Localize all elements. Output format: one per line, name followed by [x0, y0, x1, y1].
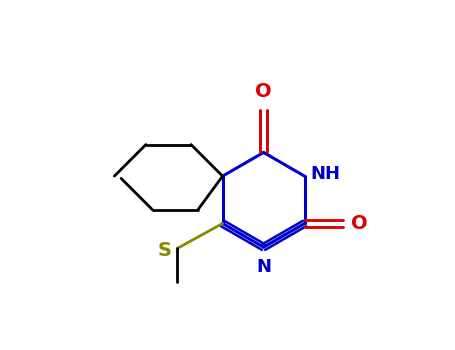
Text: NH: NH: [310, 165, 340, 183]
Text: O: O: [255, 83, 272, 102]
Text: N: N: [256, 258, 271, 276]
Text: S: S: [158, 241, 172, 260]
Text: O: O: [351, 214, 368, 233]
